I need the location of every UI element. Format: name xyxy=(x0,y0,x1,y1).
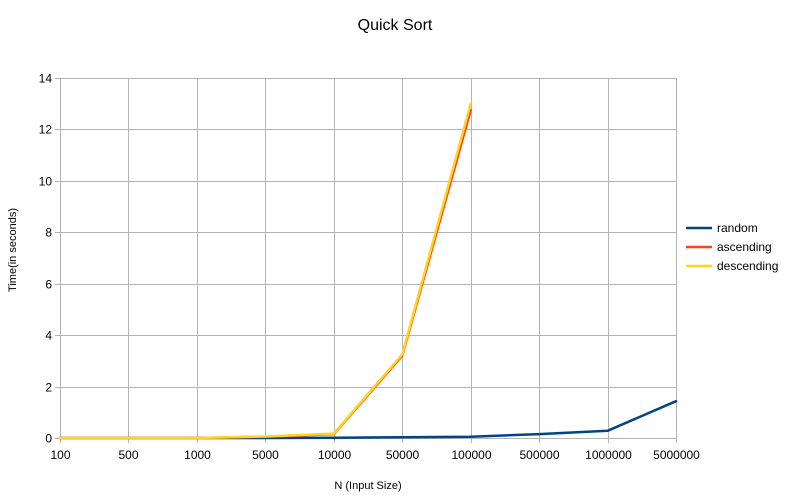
y-axis-ticks: 0 2 4 6 8 10 12 14 xyxy=(39,72,53,446)
legend-label-ascending: ascending xyxy=(717,240,772,254)
x-tick-label: 10000 xyxy=(318,448,352,462)
grid-layer xyxy=(55,78,677,443)
y-tick-label: 14 xyxy=(39,72,53,86)
x-tick-label: 5000000 xyxy=(653,448,700,462)
x-axis-title: N (Input Size) xyxy=(334,480,401,492)
x-tick-label: 100000 xyxy=(451,448,491,462)
legend-label-descending: descending xyxy=(717,259,778,273)
x-tick-label: 50000 xyxy=(386,448,420,462)
y-tick-label: 0 xyxy=(45,432,52,446)
x-tick-label: 1000 xyxy=(184,448,211,462)
y-tick-label: 6 xyxy=(45,278,52,292)
y-axis-title: Time(in seconds) xyxy=(7,208,19,292)
x-tick-label: 100 xyxy=(50,448,70,462)
x-tick-label: 500 xyxy=(118,448,138,462)
y-tick-label: 12 xyxy=(39,123,53,137)
legend-label-random: random xyxy=(717,221,758,235)
y-tick-label: 4 xyxy=(45,329,52,343)
series-layer xyxy=(58,102,678,440)
legend: random ascending descending xyxy=(686,221,778,273)
x-axis-ticks: 100 500 1000 5000 10000 50000 100000 500000 1000… xyxy=(50,448,700,462)
series-line-descending xyxy=(58,102,472,440)
y-tick-label: 10 xyxy=(39,175,53,189)
x-tick-label: 500000 xyxy=(519,448,559,462)
y-tick-label: 8 xyxy=(45,226,52,240)
x-tick-label: 1000000 xyxy=(585,448,632,462)
chart-title: Quick Sort xyxy=(358,17,433,34)
series-line-random xyxy=(58,399,678,440)
y-tick-label: 2 xyxy=(45,381,52,395)
x-tick-label: 5000 xyxy=(252,448,279,462)
